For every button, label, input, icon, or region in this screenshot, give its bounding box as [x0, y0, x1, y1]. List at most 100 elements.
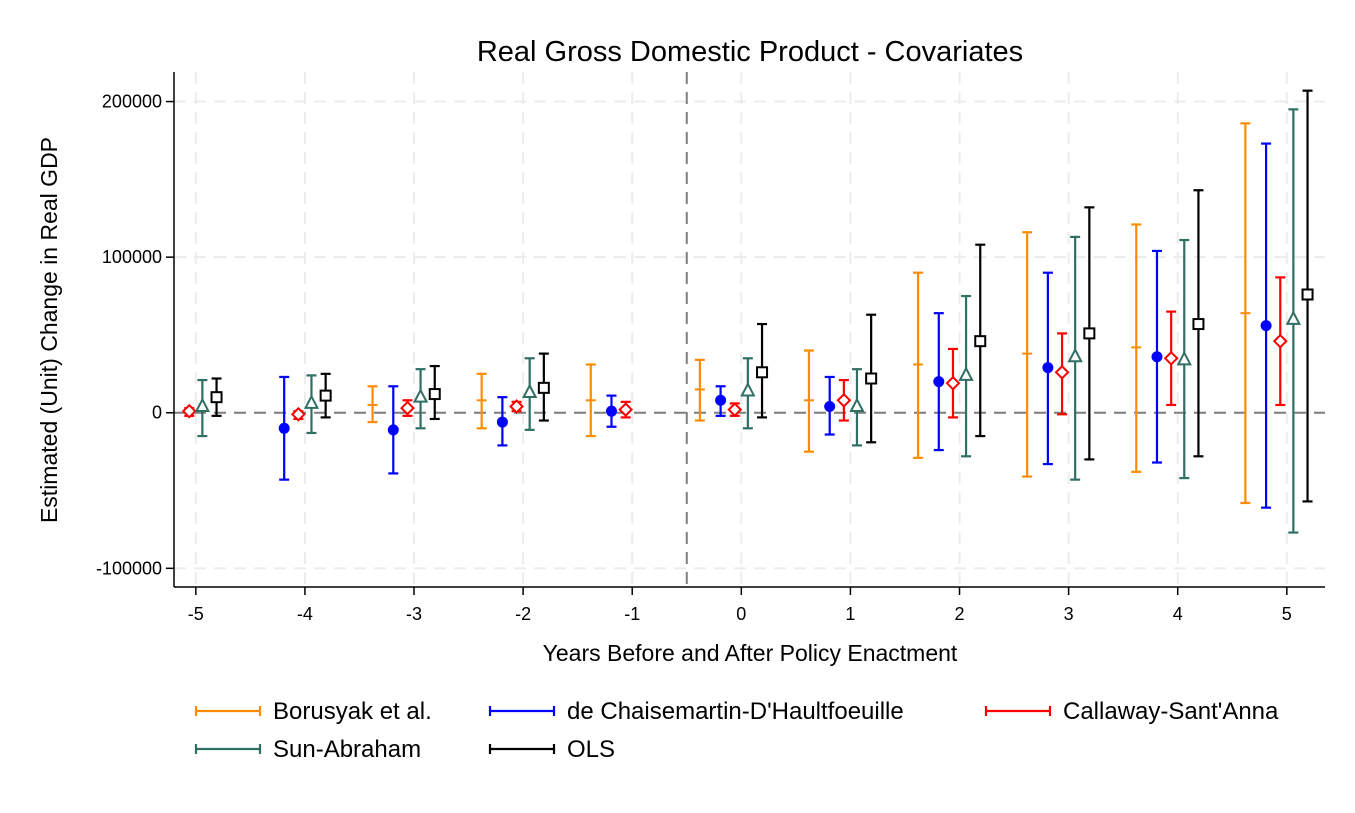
diamond-marker [181, 403, 197, 419]
error-bar-point [605, 394, 617, 428]
error-bar-point [194, 378, 211, 438]
triangle-marker [849, 397, 865, 413]
square-marker [756, 366, 769, 379]
error-bar-point [740, 357, 756, 430]
series-callaway-sant-anna [181, 276, 1288, 422]
series-borusyak-et-al- [367, 122, 1251, 505]
x-tick-label: -1 [624, 604, 640, 624]
circle-marker [1260, 320, 1272, 332]
diamond-marker [400, 400, 415, 416]
legend-item: Borusyak et al. [194, 698, 432, 725]
square-marker [1192, 318, 1205, 331]
square-marker [1301, 288, 1314, 301]
error-bar-point [367, 385, 378, 424]
error-bar-point [278, 375, 290, 481]
error-bar-point [303, 374, 320, 435]
reference-lines [174, 72, 1325, 587]
x-tick-label: 1 [845, 604, 855, 624]
diamond-marker [727, 402, 743, 418]
legend: Borusyak et al. de Chaisemartin-D'Haultfo… [194, 698, 1279, 763]
legend-label: de Chaisemartin-D'Haultfoeuille [567, 698, 904, 725]
square-marker [210, 391, 223, 404]
legend-item: de Chaisemartin-D'Haultfoeuille [488, 698, 904, 725]
square-marker [319, 389, 332, 402]
diamond-marker [1054, 364, 1070, 380]
x-tick-label: -2 [515, 604, 531, 624]
legend-label: Callaway-Sant'Anna [1063, 698, 1279, 725]
series-de-chaisemartin-d-haultfoeuille [278, 142, 1272, 509]
x-axis-label: Years Before and After Policy Enactment [543, 640, 958, 666]
square-marker [537, 381, 550, 394]
error-bar-point [1042, 271, 1054, 466]
series-sun-abraham [194, 108, 1302, 534]
circle-marker [605, 405, 617, 417]
triangle-marker [412, 388, 429, 403]
error-bar-point [1163, 310, 1179, 407]
error-bar-point [618, 400, 634, 419]
error-bar-point [1301, 89, 1314, 503]
legend-label: Sun-Abraham [273, 736, 421, 763]
error-bar-point [958, 294, 974, 458]
error-bar-point [290, 406, 306, 422]
error-bar-point [1131, 223, 1142, 473]
legend-label: Borusyak et al. [273, 698, 432, 725]
triangle-marker [194, 397, 211, 413]
y-tick-label: -100000 [96, 558, 162, 578]
x-tick-label: 3 [1064, 604, 1074, 624]
error-bar-point [412, 368, 429, 430]
square-marker [428, 388, 441, 401]
circle-marker [1151, 351, 1163, 363]
error-bar-point [756, 322, 769, 419]
diamond-marker [618, 402, 634, 418]
error-bar-point [913, 271, 924, 459]
circle-marker [278, 422, 290, 434]
error-bar-point [1054, 332, 1070, 416]
series-ols [210, 89, 1314, 503]
circle-marker [715, 394, 727, 406]
error-bar-point [945, 347, 961, 419]
legend-label: OLS [567, 736, 615, 763]
legend-item: OLS [488, 736, 615, 763]
triangle-marker [1285, 310, 1302, 325]
triangle-marker [1176, 350, 1192, 366]
circle-marker [824, 401, 836, 413]
error-bar-point [509, 399, 524, 414]
error-bar-point [715, 385, 727, 417]
x-tick-label: 4 [1173, 604, 1183, 624]
error-bar-point [1260, 142, 1272, 509]
legend-item: Callaway-Sant'Anna [984, 698, 1279, 725]
error-bar-point [865, 313, 878, 444]
error-bar-point [387, 385, 399, 475]
error-bar-point [476, 372, 487, 430]
error-bar-point [694, 358, 705, 422]
triangle-marker [740, 381, 756, 397]
error-bar-point [585, 363, 596, 438]
error-bar-point [537, 352, 550, 422]
x-tick-label: -5 [188, 604, 204, 624]
y-axis-label: Estimated (Unit) Change in Real GDP [36, 137, 62, 523]
error-bar-point [400, 399, 415, 417]
x-tick-label: 5 [1282, 604, 1292, 624]
diamond-marker [836, 392, 852, 408]
error-bar-point [319, 372, 332, 419]
error-bar-point [836, 378, 852, 422]
chart-title: Real Gross Domestic Product - Covariates [477, 36, 1023, 68]
square-marker [865, 372, 878, 385]
error-bar-point [1083, 206, 1096, 461]
circle-marker [496, 416, 508, 428]
y-tick-label: 200000 [102, 92, 162, 112]
circle-marker [933, 376, 945, 388]
error-bar-point [1240, 122, 1251, 505]
diamond-marker [945, 375, 961, 391]
axes: -5 -4 -3 -2 -1 0 1 2 3 4 5 -100000 0 100000 200000 [96, 72, 1325, 624]
error-bar-point [1192, 189, 1205, 458]
triangle-marker [522, 383, 538, 399]
diamond-marker [290, 406, 306, 422]
x-tick-label: 0 [736, 604, 746, 624]
error-bar-point [849, 368, 865, 447]
error-bar-point [428, 364, 441, 421]
circle-marker [387, 424, 399, 436]
error-bar-point [727, 402, 743, 418]
legend-item: Sun-Abraham [194, 736, 421, 763]
